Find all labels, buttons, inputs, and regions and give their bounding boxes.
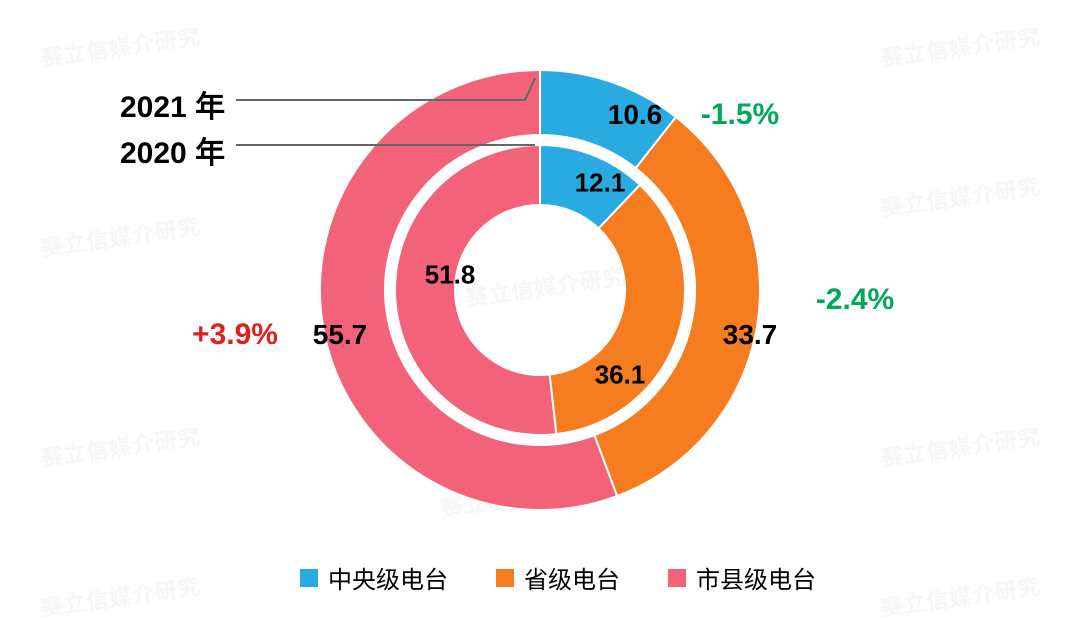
value-outer-central: 10.6 — [608, 99, 663, 131]
donut-chart-root: 赛立信媒介研究赛立信媒介研究赛立信媒介研究赛立信媒介研究赛立信媒介研究赛立信媒介… — [0, 0, 1080, 620]
delta-city: +3.9% — [192, 318, 278, 352]
legend-label: 市县级电台 — [696, 560, 816, 595]
value-inner-province: 36.1 — [595, 360, 646, 391]
legend-item-central: 中央级电台 — [300, 560, 448, 595]
year-label-2020: 2020 年 — [120, 128, 225, 172]
legend-swatch-icon — [668, 569, 686, 587]
value-outer-province: 33.7 — [723, 319, 778, 351]
legend-item-province: 省级电台 — [496, 560, 620, 595]
legend-swatch-icon — [300, 569, 318, 587]
year-label-2021: 2021 年 — [120, 82, 225, 126]
legend-item-city: 市县级电台 — [668, 560, 816, 595]
legend: 中央级电台 省级电台 市县级电台 — [300, 560, 816, 595]
value-outer-city: 55.7 — [313, 319, 368, 351]
legend-swatch-icon — [496, 569, 514, 587]
legend-label: 省级电台 — [524, 560, 620, 595]
ring-outer — [320, 70, 760, 510]
legend-label: 中央级电台 — [328, 560, 448, 595]
delta-central: -1.5% — [701, 98, 779, 132]
value-inner-central: 12.1 — [575, 168, 626, 199]
delta-province: -2.4% — [816, 283, 894, 317]
value-inner-city: 51.8 — [425, 260, 476, 291]
